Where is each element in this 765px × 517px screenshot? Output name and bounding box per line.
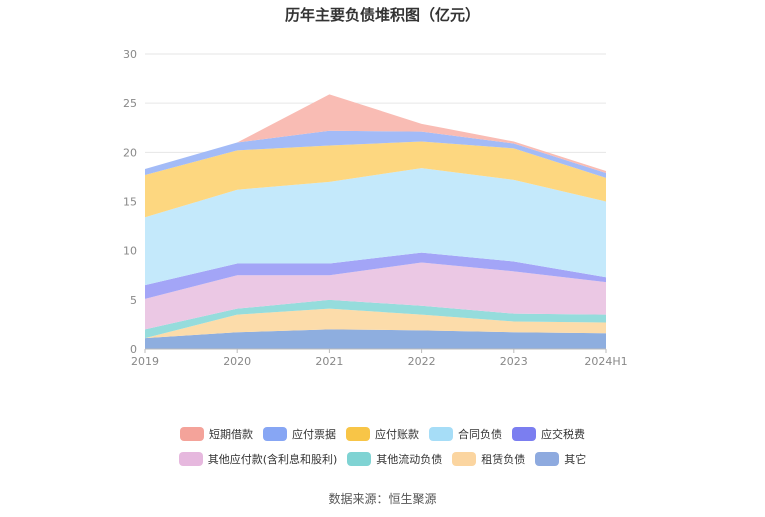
area-series-4 [145,252,606,299]
y-tick-label: 0 [130,343,137,356]
legend-item-lease-liabilities[interactable]: 租赁负债 [452,451,525,467]
x-tick-label: 2021 [315,355,343,368]
legend-label: 短期借款 [209,428,253,441]
y-tick-label: 30 [123,48,137,61]
legend-label: 应付票据 [292,428,336,441]
legend-label: 其他应付款(含利息和股利) [207,453,338,466]
legend-label: 租赁负债 [481,453,526,466]
legend-label: 应交税费 [541,428,585,441]
legend-item-others[interactable]: 其它 [535,451,586,467]
legend-item-accounts-payable[interactable]: 应付账款 [346,426,419,442]
x-tick-label: 2019 [131,355,159,368]
legend-swatch [346,427,370,441]
legend-swatch [429,427,453,441]
legend-item-contract-liabilities[interactable]: 合同负债 [429,426,502,442]
legend-item-taxes-payable[interactable]: 应交税费 [512,426,585,442]
area-series-5 [145,168,606,286]
legend-swatch [347,452,372,466]
legend-item-other-current-liabilities[interactable]: 其他流动负债 [347,451,442,467]
legend-swatch [180,427,204,441]
chart-title: 历年主要负债堆积图（亿元） [284,6,480,24]
area-series-1 [145,308,606,339]
legend-swatch [452,452,477,466]
legend-item-notes-payable[interactable]: 应付票据 [263,426,336,442]
legend-item-other-payables[interactable]: 其他应付款(含利息和股利) [178,451,338,467]
area-series-2 [145,299,606,339]
area-series-0 [145,329,606,349]
legend: 短期借款 应付票据 应付账款 合同负债 应交税费 其他应付款(含利息和股利) 其… [0,426,765,476]
data-source: 数据来源：恒生聚源 [328,492,437,506]
legend-label: 其他流动负债 [376,453,443,466]
x-tick-label: 2024H1 [584,355,627,368]
legend-row-2: 其他应付款(含利息和股利) 其他流动负债 租赁负债 其它 [0,451,765,467]
legend-swatch [263,427,287,441]
area-series-3 [145,262,606,330]
stacked-area-chart: 0 5 10 15 20 25 30 2019 2020 2021 2022 2023 2024H1 [123,48,628,368]
legend-row-1: 短期借款 应付票据 应付账款 合同负债 应交税费 [0,426,765,442]
x-tick-label: 2023 [500,355,528,368]
area-series-8 [145,94,606,173]
legend-label: 合同负债 [458,428,502,441]
area-series-6 [145,141,606,218]
y-tick-label: 15 [123,196,137,209]
y-tick-label: 5 [130,294,137,307]
y-tick-label: 25 [123,97,137,110]
legend-label: 其它 [564,453,587,466]
legend-item-short-term-loans[interactable]: 短期借款 [180,426,253,442]
x-tick-label: 2020 [223,355,251,368]
y-tick-label: 10 [123,245,137,258]
area-series-7 [145,130,606,178]
legend-label: 应付账款 [375,428,419,441]
legend-swatch [535,452,560,466]
legend-swatch [178,452,203,466]
x-tick-label: 2022 [408,355,436,368]
legend-swatch [512,427,536,441]
y-tick-label: 20 [123,146,137,159]
